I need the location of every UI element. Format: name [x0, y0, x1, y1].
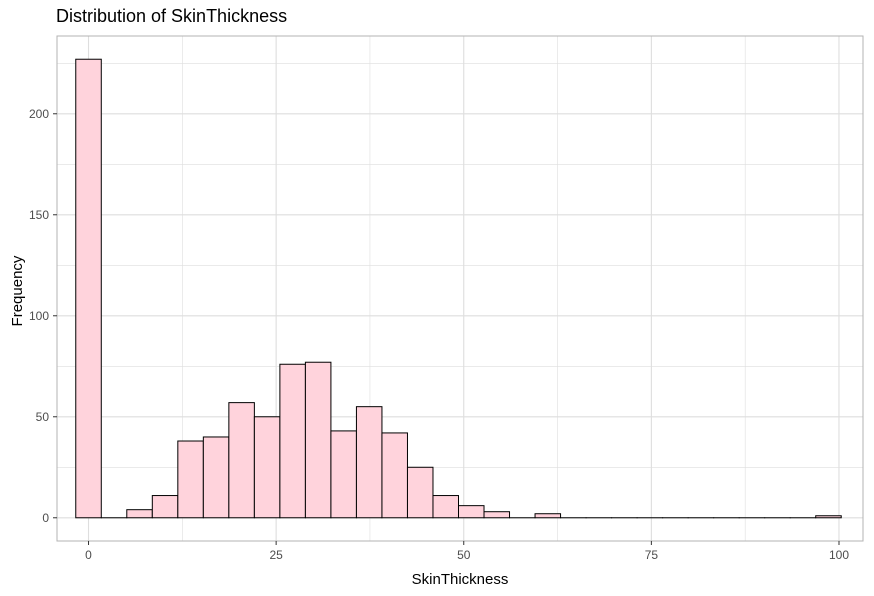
histogram-bar [304, 361, 332, 519]
histogram-bar [815, 515, 842, 519]
y-tick-label: 150 [29, 208, 49, 222]
histogram-bar [406, 466, 434, 519]
bars-layer [75, 58, 842, 519]
histogram-bar [279, 363, 306, 519]
x-tick-label: 0 [85, 548, 92, 562]
histogram-bar [432, 495, 459, 519]
histogram-bar [75, 58, 102, 519]
x-tick-label: 50 [457, 548, 471, 562]
histogram-bar [177, 440, 204, 519]
x-tick-label: 25 [269, 548, 283, 562]
chart-title: Distribution of SkinThickness [56, 6, 288, 26]
y-tick-label: 0 [42, 511, 49, 525]
histogram-bar [228, 402, 255, 519]
x-tick-label: 100 [829, 548, 849, 562]
histogram-bar [457, 505, 485, 519]
histogram-bar [483, 511, 511, 519]
histogram-bar [202, 436, 230, 519]
histogram-bar [126, 509, 153, 519]
histogram-bar [355, 406, 383, 519]
x-axis-label: SkinThickness [412, 571, 509, 588]
histogram-bar [381, 432, 408, 519]
histogram-bar [534, 513, 562, 519]
panel-border [56, 35, 864, 542]
y-axis-label: Frequency [9, 255, 26, 326]
y-tick-label: 50 [36, 410, 50, 424]
y-tick-label: 200 [29, 107, 49, 121]
axis-layer: 0 25 50 75 100 0 50 100 150 200 [29, 107, 849, 562]
histogram-bar [330, 430, 357, 519]
x-tick-label: 75 [645, 548, 659, 562]
y-tick-label: 100 [29, 309, 49, 323]
histogram-bar [253, 416, 281, 519]
histogram-bar [151, 495, 179, 519]
